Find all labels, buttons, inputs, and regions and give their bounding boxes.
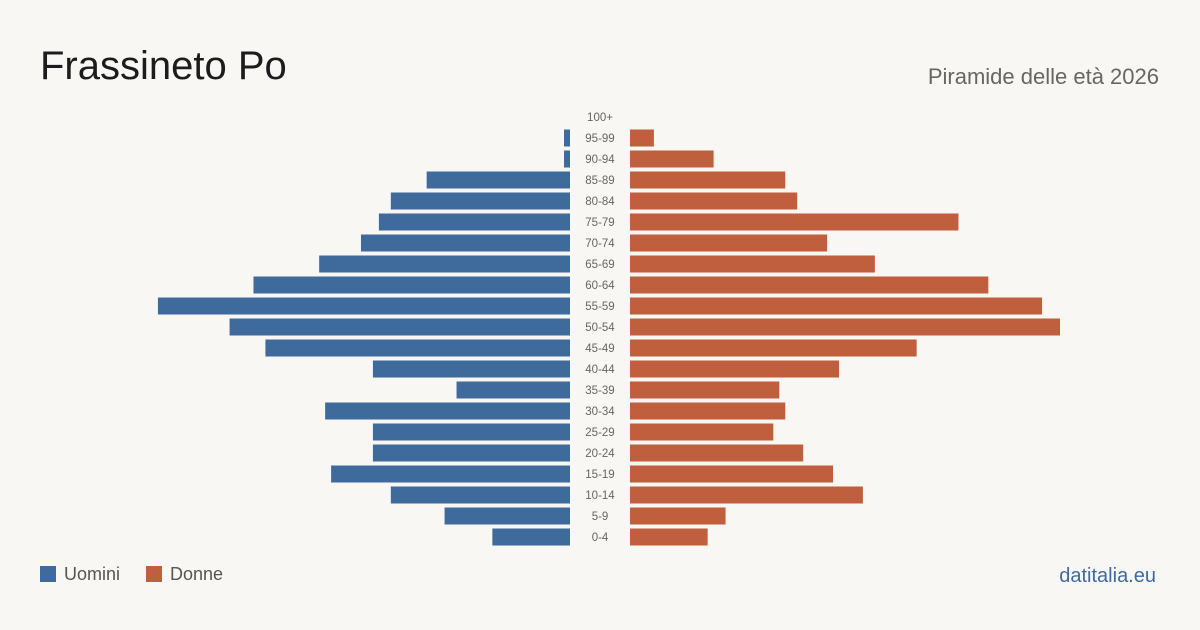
age-group-label: 65-69 [585,259,614,271]
age-group-label: 20-24 [585,448,615,460]
bar-women-0-4 [630,528,708,546]
bar-men-40-44 [372,360,570,378]
bar-women-10-14 [630,486,863,504]
bar-men-50-54 [229,318,571,336]
bar-women-15-19 [630,465,834,483]
age-group-label: 100+ [587,112,613,124]
bar-women-85-89 [630,171,786,189]
bar-women-90-94 [630,150,714,168]
age-group-label: 40-44 [585,364,615,376]
bar-women-55-59 [630,297,1043,315]
age-group-label: 80-84 [585,196,615,208]
bar-men-75-79 [378,213,570,231]
bar-men-10-14 [390,486,570,504]
bar-women-50-54 [630,318,1060,336]
age-group-label: 30-34 [585,406,615,418]
bar-men-0-4 [492,528,570,546]
age-group-label: 15-19 [585,469,614,481]
bar-men-20-24 [372,444,570,462]
age-group-label: 55-59 [585,301,614,313]
bar-men-90-94 [564,150,570,168]
age-group-label: 50-54 [585,322,615,334]
bar-men-85-89 [426,171,570,189]
bar-men-60-64 [253,276,570,294]
legend-label-men: Uomini [64,564,121,584]
bar-men-95-99 [564,129,570,147]
bar-men-15-19 [331,465,570,483]
bar-men-5-9 [444,507,570,525]
bar-men-45-49 [265,339,570,357]
age-group-label: 35-39 [585,385,614,397]
age-group-label: 60-64 [585,280,615,292]
chart-title: Frassineto Po [40,44,287,88]
bar-men-35-39 [456,381,570,399]
bar-women-65-69 [630,255,875,273]
bar-women-20-24 [630,444,804,462]
age-group-label: 95-99 [585,133,614,145]
bar-men-65-69 [319,255,570,273]
legend-swatch-women [146,566,163,582]
legend-item-women: Donne [146,565,223,583]
bar-women-80-84 [630,192,798,210]
bar-men-25-29 [372,423,570,441]
bar-women-5-9 [630,507,726,525]
legend: Uomini Donne [40,565,223,583]
legend-label-women: Donne [170,564,224,584]
age-group-label: 10-14 [585,490,615,502]
chart-subtitle: Piramide delle età 2026 [927,64,1159,89]
legend-swatch-men [40,566,56,582]
age-group-label: 90-94 [585,154,615,166]
bar-women-30-34 [630,402,786,420]
age-group-label: 0-4 [592,532,609,544]
bar-women-45-49 [630,339,917,357]
bar-men-80-84 [390,192,570,210]
age-group-label: 70-74 [585,238,615,250]
bar-women-60-64 [630,276,989,294]
age-group-label: 85-89 [585,175,614,187]
bar-women-70-74 [630,234,828,252]
age-group-label: 75-79 [585,217,614,229]
bar-men-55-59 [157,297,570,315]
bar-women-35-39 [630,381,780,399]
source-link[interactable]: datitalia.eu [1059,565,1156,587]
bar-women-40-44 [630,360,840,378]
age-group-label: 25-29 [585,427,614,439]
bar-men-30-34 [325,402,570,420]
bar-women-25-29 [630,423,774,441]
bar-men-70-74 [360,234,570,252]
legend-item-men: Uomini [40,565,120,583]
bar-women-75-79 [630,213,959,231]
bar-women-95-99 [630,129,654,147]
age-group-label: 45-49 [585,343,614,355]
age-group-label: 5-9 [592,511,609,523]
